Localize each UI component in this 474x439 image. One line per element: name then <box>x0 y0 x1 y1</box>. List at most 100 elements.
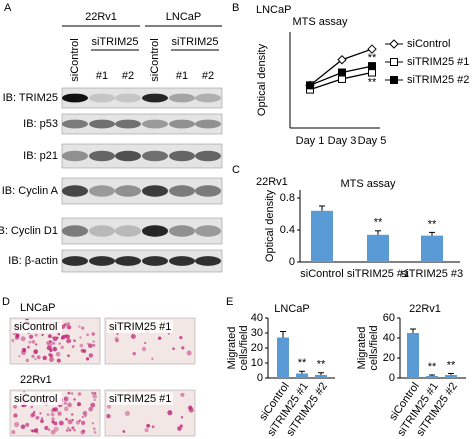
cell <box>177 426 182 431</box>
y-tick-label: 0.4 <box>280 224 295 236</box>
x-tick-label: Day 5 <box>358 135 387 147</box>
cell <box>11 338 15 343</box>
cell <box>65 429 69 432</box>
panel-label: E <box>226 296 233 308</box>
cell <box>188 407 194 413</box>
panel-label: A <box>4 2 12 14</box>
blot-band <box>115 150 141 162</box>
cell <box>116 332 119 336</box>
cell <box>71 426 75 430</box>
bar <box>296 373 308 378</box>
cell <box>81 420 86 425</box>
cell <box>144 341 147 345</box>
blot-band <box>142 150 168 162</box>
cell <box>63 396 69 402</box>
cell <box>53 342 56 345</box>
cell <box>15 333 19 337</box>
cell <box>79 343 84 348</box>
marker <box>389 39 399 49</box>
y-axis-label: Optical density <box>264 189 276 262</box>
cell <box>106 413 111 419</box>
cell <box>27 345 30 349</box>
error-bar <box>375 230 381 235</box>
cell <box>75 420 80 425</box>
cell <box>67 391 71 395</box>
cell <box>66 426 70 430</box>
error-bar <box>299 370 305 374</box>
row-label: IB: p21 <box>23 150 58 162</box>
row-label: IB: β-actin <box>8 255 58 267</box>
legend-label: siControl <box>407 38 450 50</box>
y-axis-label: Migrated cells/field <box>226 325 250 371</box>
blot-band <box>89 150 115 162</box>
cell <box>41 333 44 337</box>
cell <box>81 326 85 330</box>
blot-band <box>169 256 195 266</box>
blot-band <box>89 119 115 129</box>
image-label-bg <box>12 392 62 405</box>
blot-band <box>195 185 221 197</box>
cell <box>90 402 96 408</box>
cell <box>11 430 16 435</box>
cell <box>60 345 65 350</box>
cell <box>34 428 39 433</box>
lane-label: #2 <box>202 70 214 82</box>
marker <box>337 55 347 65</box>
blot-band <box>142 119 168 129</box>
bar <box>407 333 419 378</box>
chart-title: MTS assay <box>292 16 348 28</box>
cell <box>106 404 112 409</box>
cell-line-label: LNCaP <box>20 302 55 314</box>
cell <box>49 357 54 363</box>
cell <box>76 402 82 407</box>
cell <box>46 340 51 346</box>
cell <box>92 393 98 399</box>
cell <box>124 410 131 416</box>
cell <box>67 419 73 425</box>
marker <box>338 68 346 77</box>
bar <box>445 375 457 378</box>
bar <box>315 375 327 378</box>
cell <box>18 355 21 358</box>
cell <box>13 404 18 409</box>
cell <box>68 428 72 432</box>
cell <box>55 351 61 357</box>
blot-band <box>115 225 141 237</box>
y-tick-label: 60 <box>383 312 395 324</box>
chart-title: 22Rv1 <box>409 303 441 315</box>
blot-band <box>89 93 115 103</box>
lane-label: #1 <box>96 70 108 82</box>
cell <box>28 334 34 339</box>
cell <box>13 413 18 418</box>
blot-band <box>142 185 168 197</box>
cell <box>144 428 149 433</box>
group-label: 22Rv1 <box>85 11 117 23</box>
blot-band <box>62 225 88 237</box>
blot-band <box>89 185 115 197</box>
blot-band <box>195 256 221 266</box>
cell <box>52 346 58 352</box>
cell <box>56 358 61 363</box>
cell <box>35 343 38 346</box>
cell <box>51 417 55 422</box>
cell <box>34 358 37 361</box>
blot-band <box>115 119 141 129</box>
cell <box>50 429 56 435</box>
cell <box>52 407 56 412</box>
cell <box>46 345 52 351</box>
cell <box>151 357 154 360</box>
blot-band <box>169 93 195 103</box>
blot-band <box>142 225 168 237</box>
cell <box>22 348 27 352</box>
cell <box>58 420 64 426</box>
row-label: IB: Cyclin D1 <box>0 225 58 237</box>
marker <box>306 81 314 90</box>
cell <box>146 423 151 428</box>
y-tick-label: 20 <box>251 342 263 354</box>
cell <box>63 401 67 405</box>
cell <box>86 333 90 337</box>
cell <box>36 355 41 360</box>
cell <box>48 340 54 346</box>
cell <box>34 429 38 434</box>
image-label-bg <box>107 320 173 333</box>
